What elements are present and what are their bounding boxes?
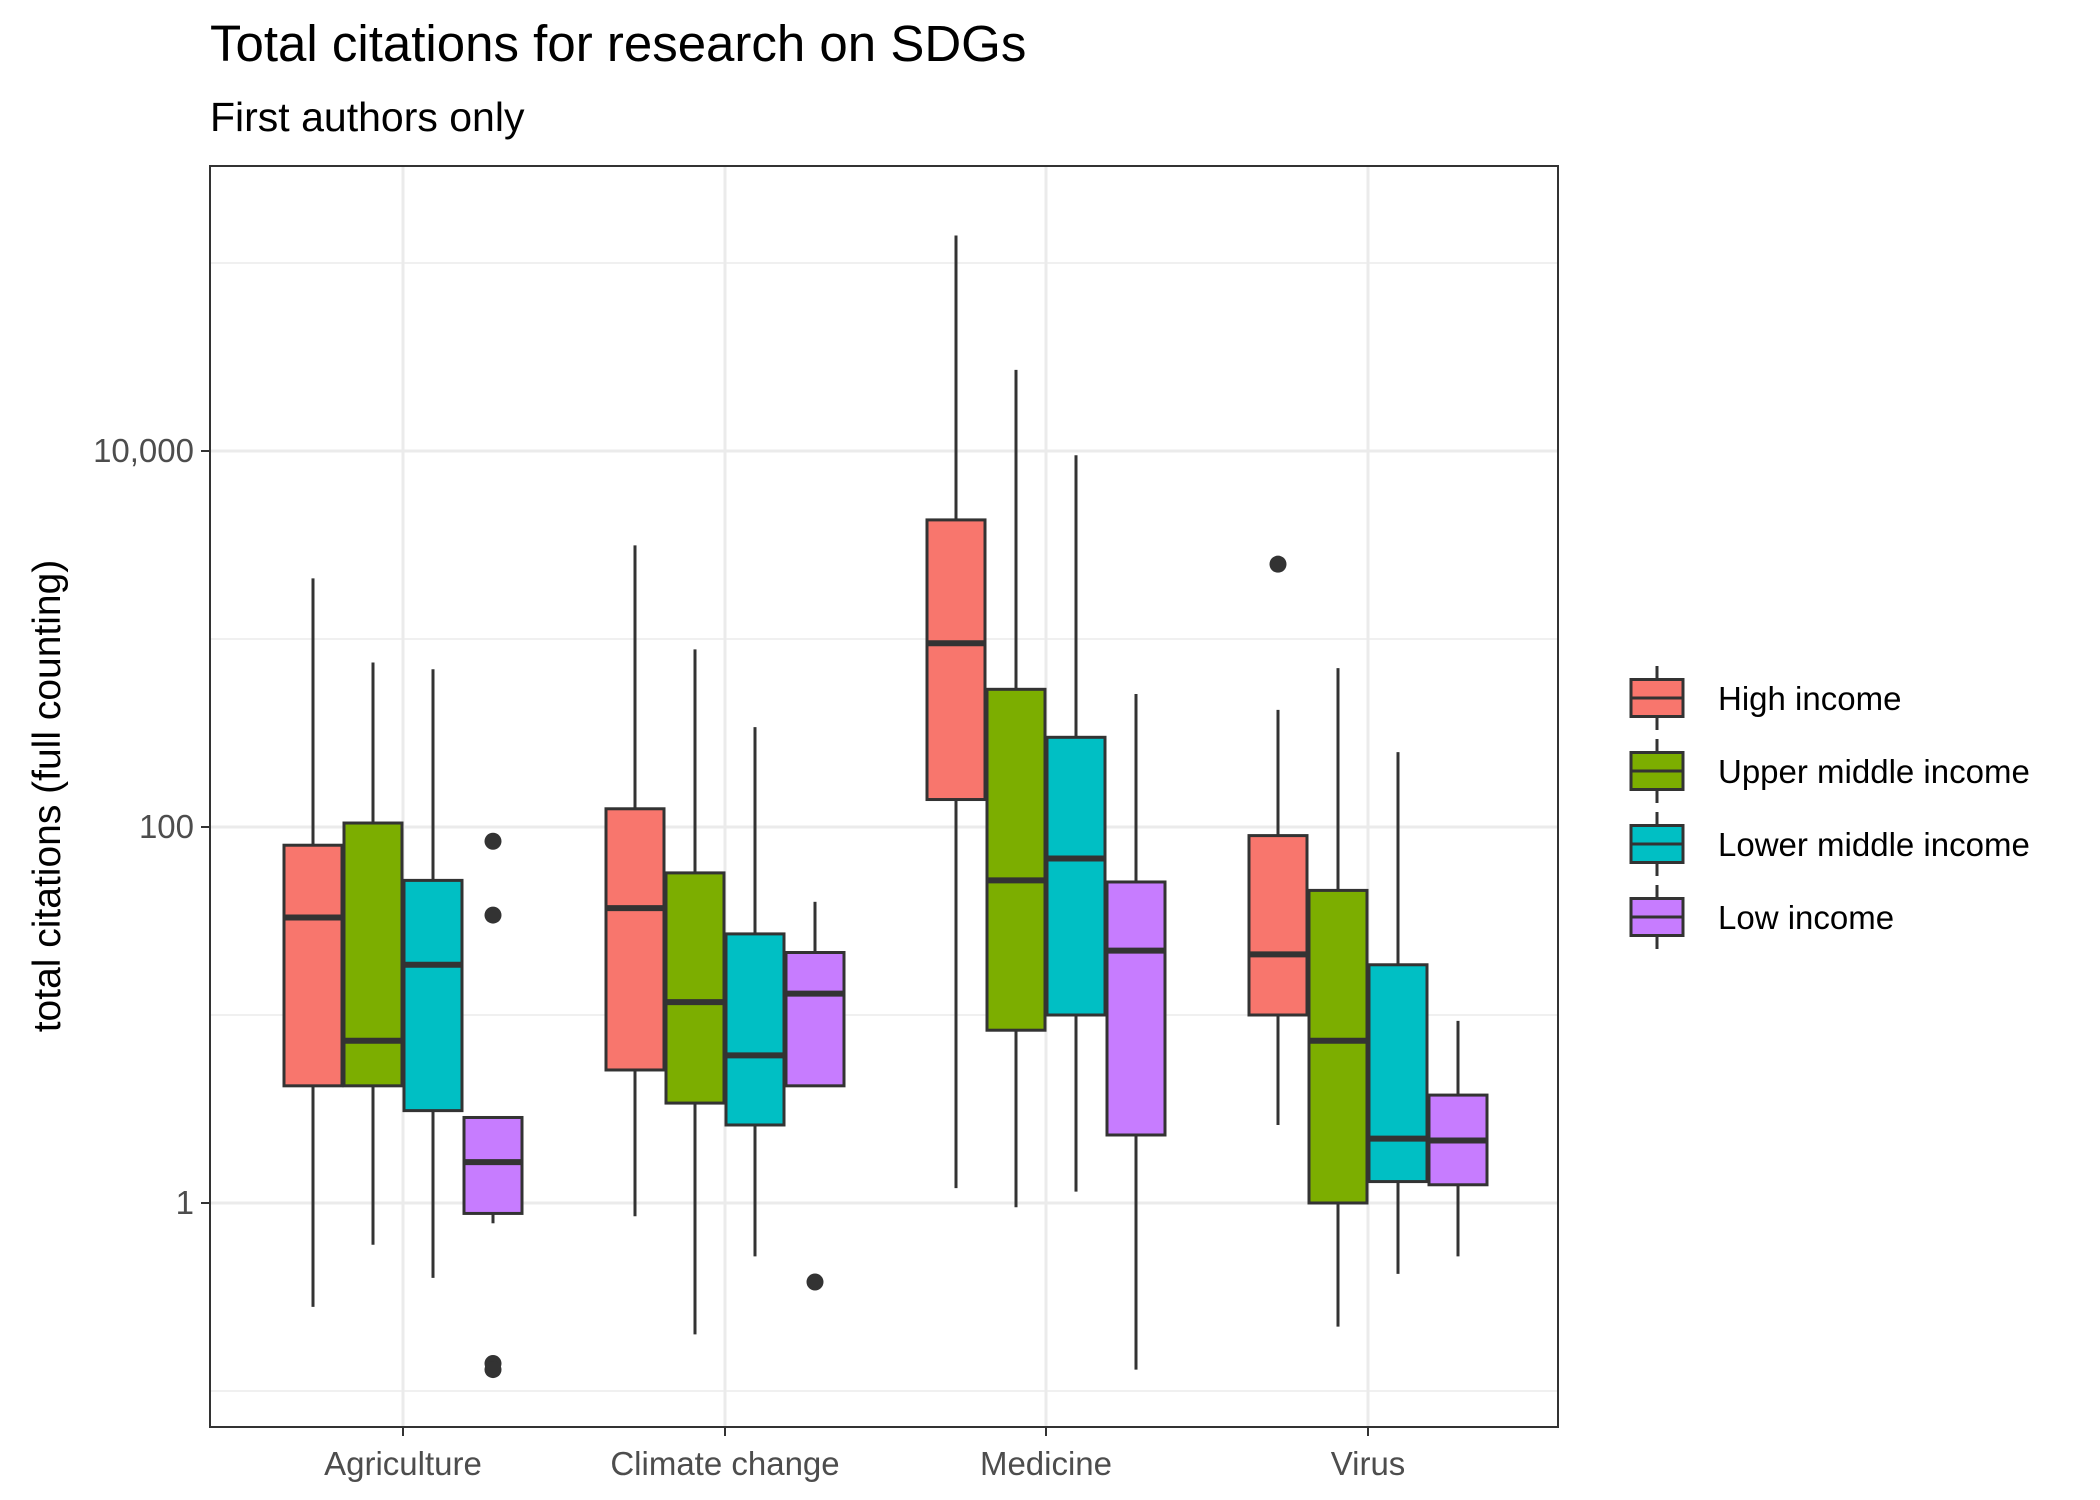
boxplot-high-income [604, 545, 666, 1217]
boxplot-lower-middle-income [724, 727, 786, 1257]
outlier-point [484, 906, 502, 924]
boxplot-high-income [282, 578, 344, 1307]
boxplot-upper-middle-income [342, 662, 404, 1245]
iqr-box [1247, 834, 1309, 1017]
iqr-box [925, 518, 987, 802]
legend-item: High income [1629, 666, 1901, 730]
plot-background [210, 166, 1558, 1427]
boxplot-lower-middle-income [1367, 752, 1429, 1274]
x-tick-label: Climate change [610, 1445, 839, 1482]
boxplot-low-income [462, 832, 524, 1379]
boxplot-upper-middle-income [1307, 668, 1369, 1327]
x-tick-label: Virus [1331, 1445, 1406, 1482]
iqr-box [402, 878, 464, 1113]
outlier-point [1269, 555, 1287, 573]
boxplot-lower-middle-income [1045, 455, 1107, 1192]
plot-border [209, 165, 1559, 1428]
chart-subtitle: First authors only [210, 94, 525, 140]
boxplot-upper-middle-income [985, 369, 1047, 1208]
legend-item: Low income [1629, 885, 1894, 949]
boxplot-high-income [925, 235, 987, 1189]
gridlines [210, 166, 1558, 1427]
iqr-box [1367, 963, 1429, 1184]
x-tick-label: Medicine [980, 1445, 1112, 1482]
outlier-point [484, 1361, 502, 1379]
outlier-point [484, 832, 502, 850]
legend: High income Upper middle income Lower midd… [1629, 666, 2030, 949]
y-tick-label: 100 [139, 808, 194, 845]
iqr-box [342, 821, 404, 1088]
chart-title: Total citations for research on SDGs [210, 15, 1026, 72]
boxplot-low-income [784, 901, 846, 1291]
axes: 1 100 10,000 Agriculture Climate change Medic… [93, 432, 1405, 1482]
iqr-box [1105, 880, 1167, 1137]
boxplot-low-income [1427, 1020, 1489, 1257]
iqr-box [985, 687, 1047, 1032]
boxplots [282, 235, 1489, 1379]
boxplot-low-income [1105, 693, 1167, 1370]
legend-item: Upper middle income [1629, 739, 2030, 803]
legend-label: Upper middle income [1718, 753, 2030, 790]
legend-label: High income [1718, 680, 1901, 717]
iqr-box [604, 807, 666, 1072]
legend-label: Lower middle income [1718, 826, 2030, 863]
iqr-box [724, 932, 786, 1127]
boxplot-lower-middle-income [402, 669, 464, 1278]
legend-label: Low income [1718, 899, 1894, 936]
plot-area [210, 166, 1558, 1427]
y-axis-title: total citations (full counting) [26, 560, 69, 1033]
y-tick-label: 10,000 [93, 432, 194, 469]
iqr-box [784, 951, 846, 1088]
boxplot-high-income [1247, 555, 1309, 1125]
y-tick-label: 1 [176, 1184, 194, 1221]
iqr-box [462, 1115, 524, 1215]
boxplot-upper-middle-income [664, 649, 726, 1335]
outlier-point [806, 1273, 824, 1291]
iqr-box [282, 843, 344, 1088]
x-tick-label: Agriculture [324, 1445, 482, 1482]
iqr-box [1307, 888, 1369, 1205]
legend-item: Lower middle income [1629, 812, 2030, 876]
iqr-box [1045, 735, 1107, 1017]
iqr-box [664, 871, 726, 1105]
